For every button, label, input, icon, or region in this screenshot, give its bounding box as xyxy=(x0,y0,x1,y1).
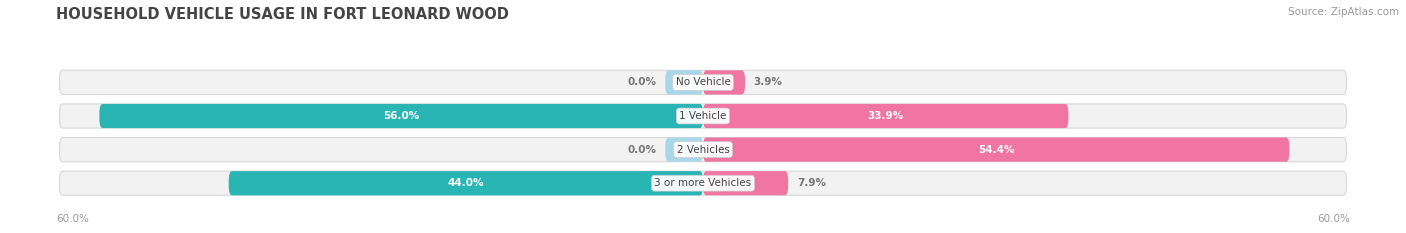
Text: No Vehicle: No Vehicle xyxy=(675,77,731,87)
FancyBboxPatch shape xyxy=(665,137,703,162)
Text: 3 or more Vehicles: 3 or more Vehicles xyxy=(654,178,752,188)
Text: 1 Vehicle: 1 Vehicle xyxy=(679,111,727,121)
Text: 7.9%: 7.9% xyxy=(797,178,825,188)
Text: 2 Vehicles: 2 Vehicles xyxy=(676,145,730,155)
Text: 54.4%: 54.4% xyxy=(979,145,1015,155)
Text: 56.0%: 56.0% xyxy=(382,111,419,121)
Text: HOUSEHOLD VEHICLE USAGE IN FORT LEONARD WOOD: HOUSEHOLD VEHICLE USAGE IN FORT LEONARD … xyxy=(56,7,509,22)
FancyBboxPatch shape xyxy=(229,171,703,195)
FancyBboxPatch shape xyxy=(703,104,1069,128)
FancyBboxPatch shape xyxy=(59,171,1347,195)
Text: 44.0%: 44.0% xyxy=(447,178,484,188)
FancyBboxPatch shape xyxy=(59,70,1347,95)
Text: Source: ZipAtlas.com: Source: ZipAtlas.com xyxy=(1288,7,1399,17)
FancyBboxPatch shape xyxy=(703,171,789,195)
FancyBboxPatch shape xyxy=(59,104,1347,128)
FancyBboxPatch shape xyxy=(59,137,1347,162)
Text: 60.0%: 60.0% xyxy=(56,214,89,224)
Text: 33.9%: 33.9% xyxy=(868,111,904,121)
FancyBboxPatch shape xyxy=(100,104,703,128)
Text: 0.0%: 0.0% xyxy=(627,77,657,87)
FancyBboxPatch shape xyxy=(703,70,745,95)
Text: 60.0%: 60.0% xyxy=(1317,214,1350,224)
FancyBboxPatch shape xyxy=(703,137,1289,162)
Text: 3.9%: 3.9% xyxy=(754,77,783,87)
Text: 0.0%: 0.0% xyxy=(627,145,657,155)
FancyBboxPatch shape xyxy=(665,70,703,95)
